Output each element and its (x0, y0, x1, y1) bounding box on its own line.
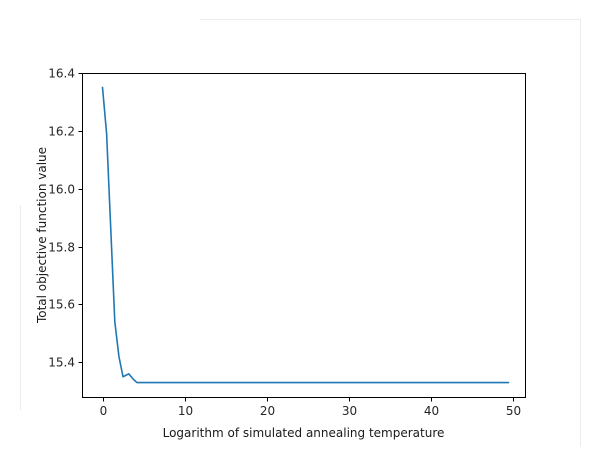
series-line (101, 86, 510, 384)
x-tick-label: 0 (100, 404, 108, 418)
x-tick-label: 20 (260, 404, 275, 418)
x-tick-label: 30 (342, 404, 357, 418)
y-axis-label: Total objective function value (35, 147, 49, 324)
y-tick-label: 15.8 (48, 241, 75, 255)
x-tick-label: 10 (178, 404, 193, 418)
x-tick-label: 50 (506, 404, 521, 418)
plot-area: 0 10 20 30 40 50 15.4 15.6 15.8 16.0 16.2 16.4 (48, 67, 526, 418)
x-tick-label: 40 (424, 404, 439, 418)
x-axis: 0 10 20 30 40 50 (100, 397, 521, 418)
y-tick-label: 16.0 (48, 183, 75, 197)
x-axis-label: Logarithm of simulated annealing tempera… (163, 426, 445, 440)
y-tick-label: 16.2 (48, 125, 75, 139)
y-tick-label: 15.6 (48, 298, 75, 312)
y-tick-label: 15.4 (48, 356, 75, 370)
y-tick-label: 16.4 (48, 67, 75, 81)
axes-frame (82, 73, 526, 398)
y-axis: 15.4 15.6 15.8 16.0 16.2 16.4 (48, 67, 83, 370)
